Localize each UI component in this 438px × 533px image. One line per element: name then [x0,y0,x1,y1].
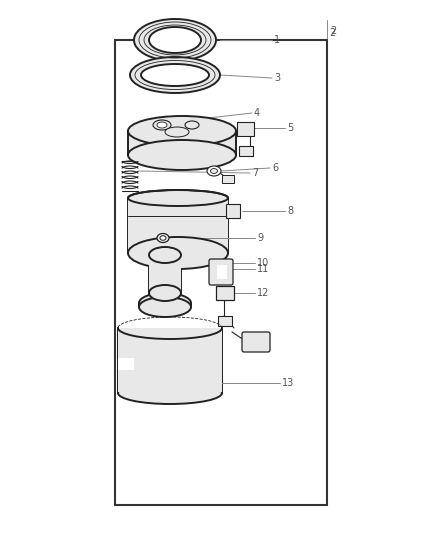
Ellipse shape [118,382,222,404]
Ellipse shape [153,120,171,130]
Text: 2: 2 [330,26,336,36]
Wedge shape [128,148,228,198]
Ellipse shape [134,19,216,61]
Ellipse shape [149,285,181,301]
Bar [222,175,234,183]
Text: 11: 11 [257,264,269,274]
Bar [216,286,234,300]
Text: 6: 6 [272,163,278,173]
FancyBboxPatch shape [242,332,270,352]
Ellipse shape [165,127,189,137]
Bar [217,265,227,279]
Ellipse shape [149,27,201,53]
Bar [149,255,181,293]
Ellipse shape [139,293,191,313]
Ellipse shape [130,57,220,93]
Bar [226,204,240,218]
Ellipse shape [141,64,209,86]
Ellipse shape [149,247,181,263]
Bar [128,131,236,155]
FancyBboxPatch shape [237,122,254,136]
Text: 3: 3 [274,73,280,83]
Text: 10: 10 [257,258,269,268]
Ellipse shape [157,122,167,128]
FancyBboxPatch shape [209,259,233,285]
Text: 13: 13 [282,378,294,388]
Text: 2: 2 [329,28,335,38]
Ellipse shape [160,236,166,240]
Ellipse shape [128,116,236,146]
Text: 4: 4 [254,108,260,118]
Ellipse shape [128,140,236,170]
Ellipse shape [139,297,191,317]
Bar [115,40,327,505]
Ellipse shape [207,166,221,176]
Text: 5: 5 [287,123,293,133]
Text: 9: 9 [257,233,263,243]
Bar [118,328,222,393]
Ellipse shape [211,168,218,174]
Ellipse shape [185,121,199,129]
Ellipse shape [128,190,228,206]
FancyBboxPatch shape [239,146,253,156]
Ellipse shape [157,233,169,243]
Ellipse shape [128,237,228,269]
Text: 8: 8 [287,206,293,216]
Bar [128,198,228,253]
Text: 12: 12 [257,288,269,298]
Bar [218,316,232,326]
Bar [118,328,222,392]
Text: 7: 7 [252,168,258,178]
Bar [118,358,134,370]
Text: 1: 1 [274,35,280,45]
